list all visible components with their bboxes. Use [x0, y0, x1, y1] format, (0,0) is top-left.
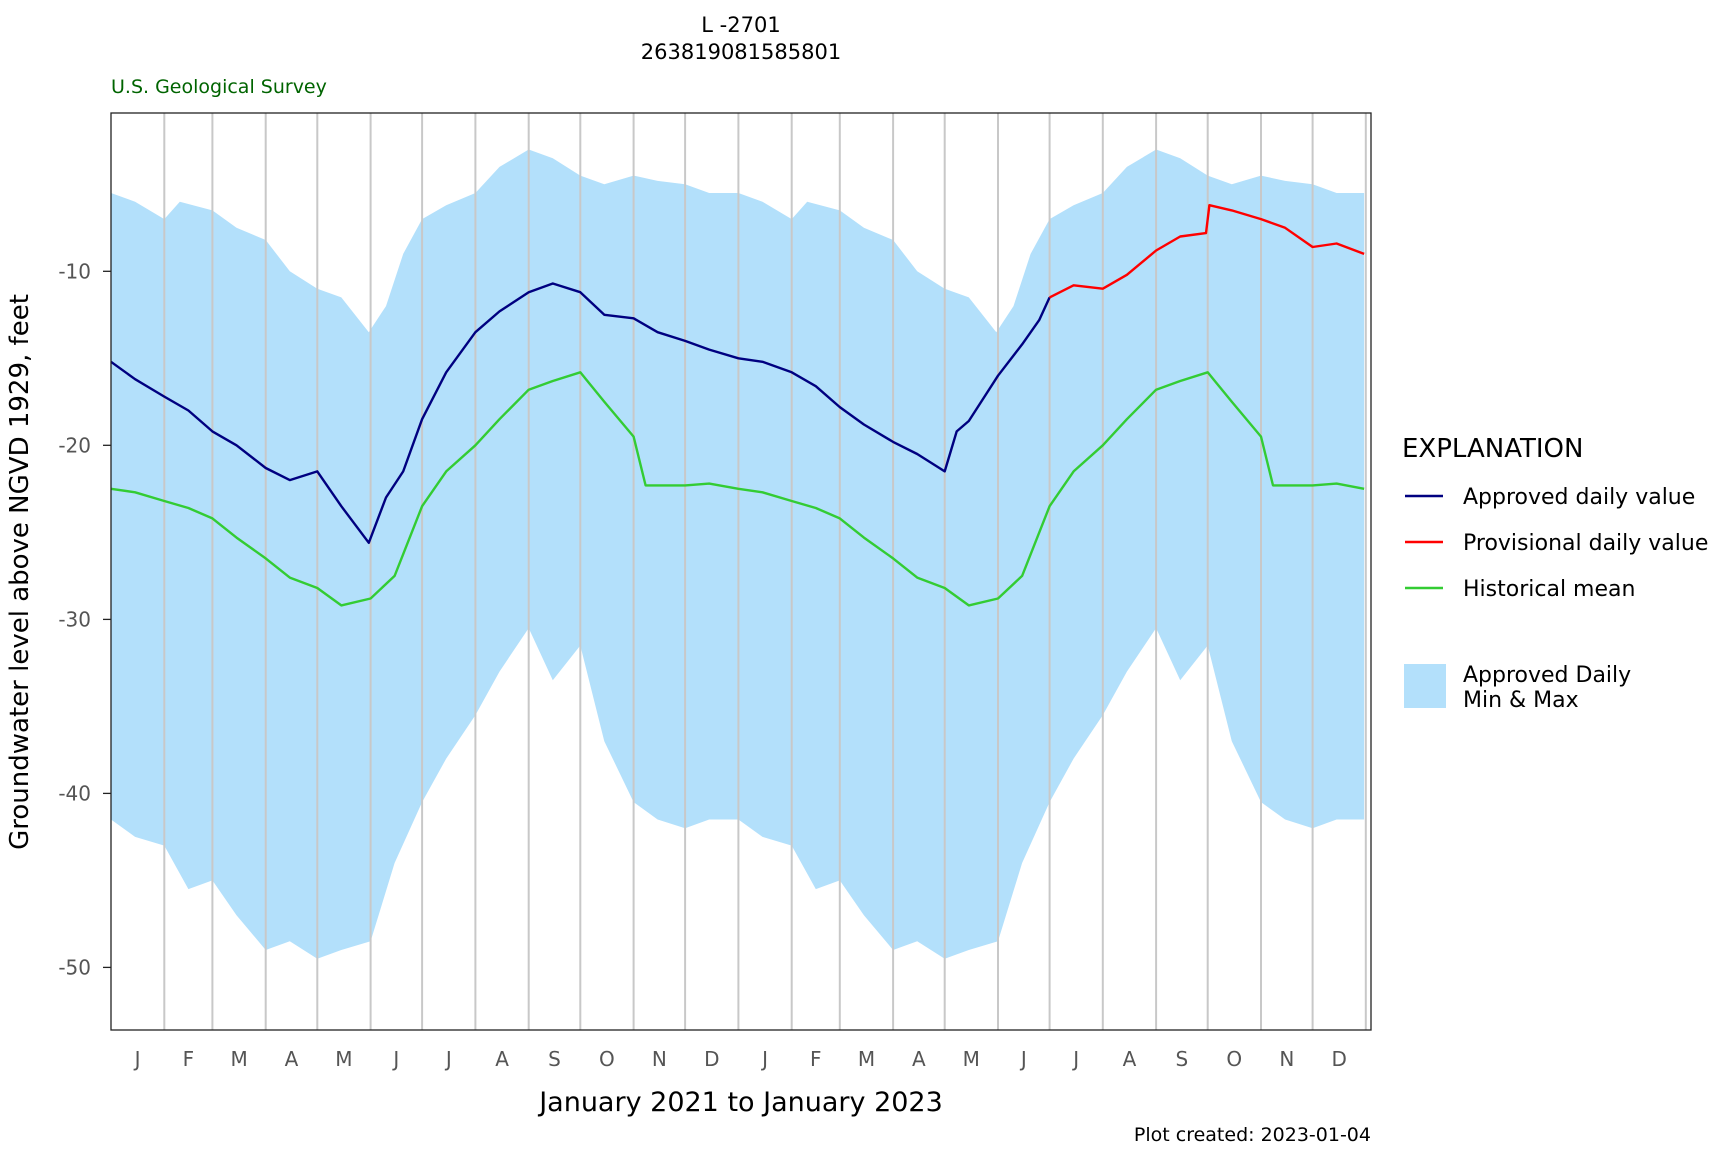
x-tick-label: F — [810, 1047, 822, 1071]
series-line-historical-mean — [110, 371, 1365, 607]
x-tick-label: O — [1226, 1047, 1242, 1071]
x-tick-label: N — [652, 1047, 667, 1071]
legend-label-provisional: Provisional daily value — [1463, 531, 1708, 556]
x-tick-label: M — [963, 1047, 980, 1071]
legend: EXPLANATION Approved daily value Provisi… — [1402, 434, 1708, 713]
x-tick-label: M — [858, 1047, 875, 1071]
legend-label-minmax-line1: Approved Daily — [1463, 663, 1631, 688]
y-axis-ticks: -10 -20 -30 -40 -50 — [58, 259, 111, 979]
x-tick-label: J — [391, 1047, 399, 1071]
x-tick-label: M — [230, 1047, 247, 1071]
legend-label-minmax-line2: Min & Max — [1463, 688, 1579, 713]
x-tick-label: S — [548, 1047, 561, 1071]
x-tick-label: A — [285, 1047, 299, 1071]
agency-label: U.S. Geological Survey — [111, 76, 327, 98]
x-tick-label: M — [335, 1047, 352, 1071]
plot-created-note: Plot created: 2023-01-04 — [1134, 1124, 1371, 1146]
series-line-provisional-daily-value — [1049, 203, 1365, 299]
x-tick-label: S — [1176, 1047, 1189, 1071]
legend-label-historical: Historical mean — [1463, 577, 1635, 602]
chart-subtitle: 263819081585801 — [641, 40, 841, 64]
x-tick-label: J — [1071, 1047, 1079, 1071]
x-tick-label: J — [444, 1047, 452, 1071]
x-tick-label: J — [1019, 1047, 1027, 1071]
series-line-approved-daily-value — [110, 282, 1051, 544]
legend-label-minmax: Approved Daily Min & Max — [1463, 663, 1638, 713]
x-tick-label: A — [912, 1047, 926, 1071]
x-tick-label: J — [760, 1047, 768, 1071]
plot-frame — [110, 112, 1372, 1031]
series-lines — [110, 203, 1365, 607]
y-axis-label: Groundwater level above NGVD 1929, feet — [5, 294, 35, 850]
y-tick-label: -50 — [58, 955, 91, 979]
legend-swatch-minmax — [1404, 664, 1446, 708]
x-tick-label: F — [183, 1047, 195, 1071]
x-tick-label: N — [1279, 1047, 1294, 1071]
month-gridlines — [163, 113, 1367, 1030]
legend-title: EXPLANATION — [1402, 434, 1583, 464]
x-tick-label: D — [704, 1047, 719, 1071]
x-tick-label: J — [133, 1047, 141, 1071]
x-tick-label: A — [1123, 1047, 1137, 1071]
x-tick-label: A — [495, 1047, 509, 1071]
y-tick-label: -20 — [58, 433, 91, 457]
y-tick-label: -40 — [58, 781, 91, 805]
y-tick-label: -10 — [58, 259, 91, 283]
x-axis-label: January 2021 to January 2023 — [537, 1087, 943, 1118]
chart-title: L -2701 — [701, 13, 780, 37]
y-tick-label: -30 — [58, 607, 91, 631]
x-tick-label: O — [599, 1047, 615, 1071]
x-tick-label: D — [1331, 1047, 1346, 1071]
legend-label-approved: Approved daily value — [1463, 485, 1695, 510]
